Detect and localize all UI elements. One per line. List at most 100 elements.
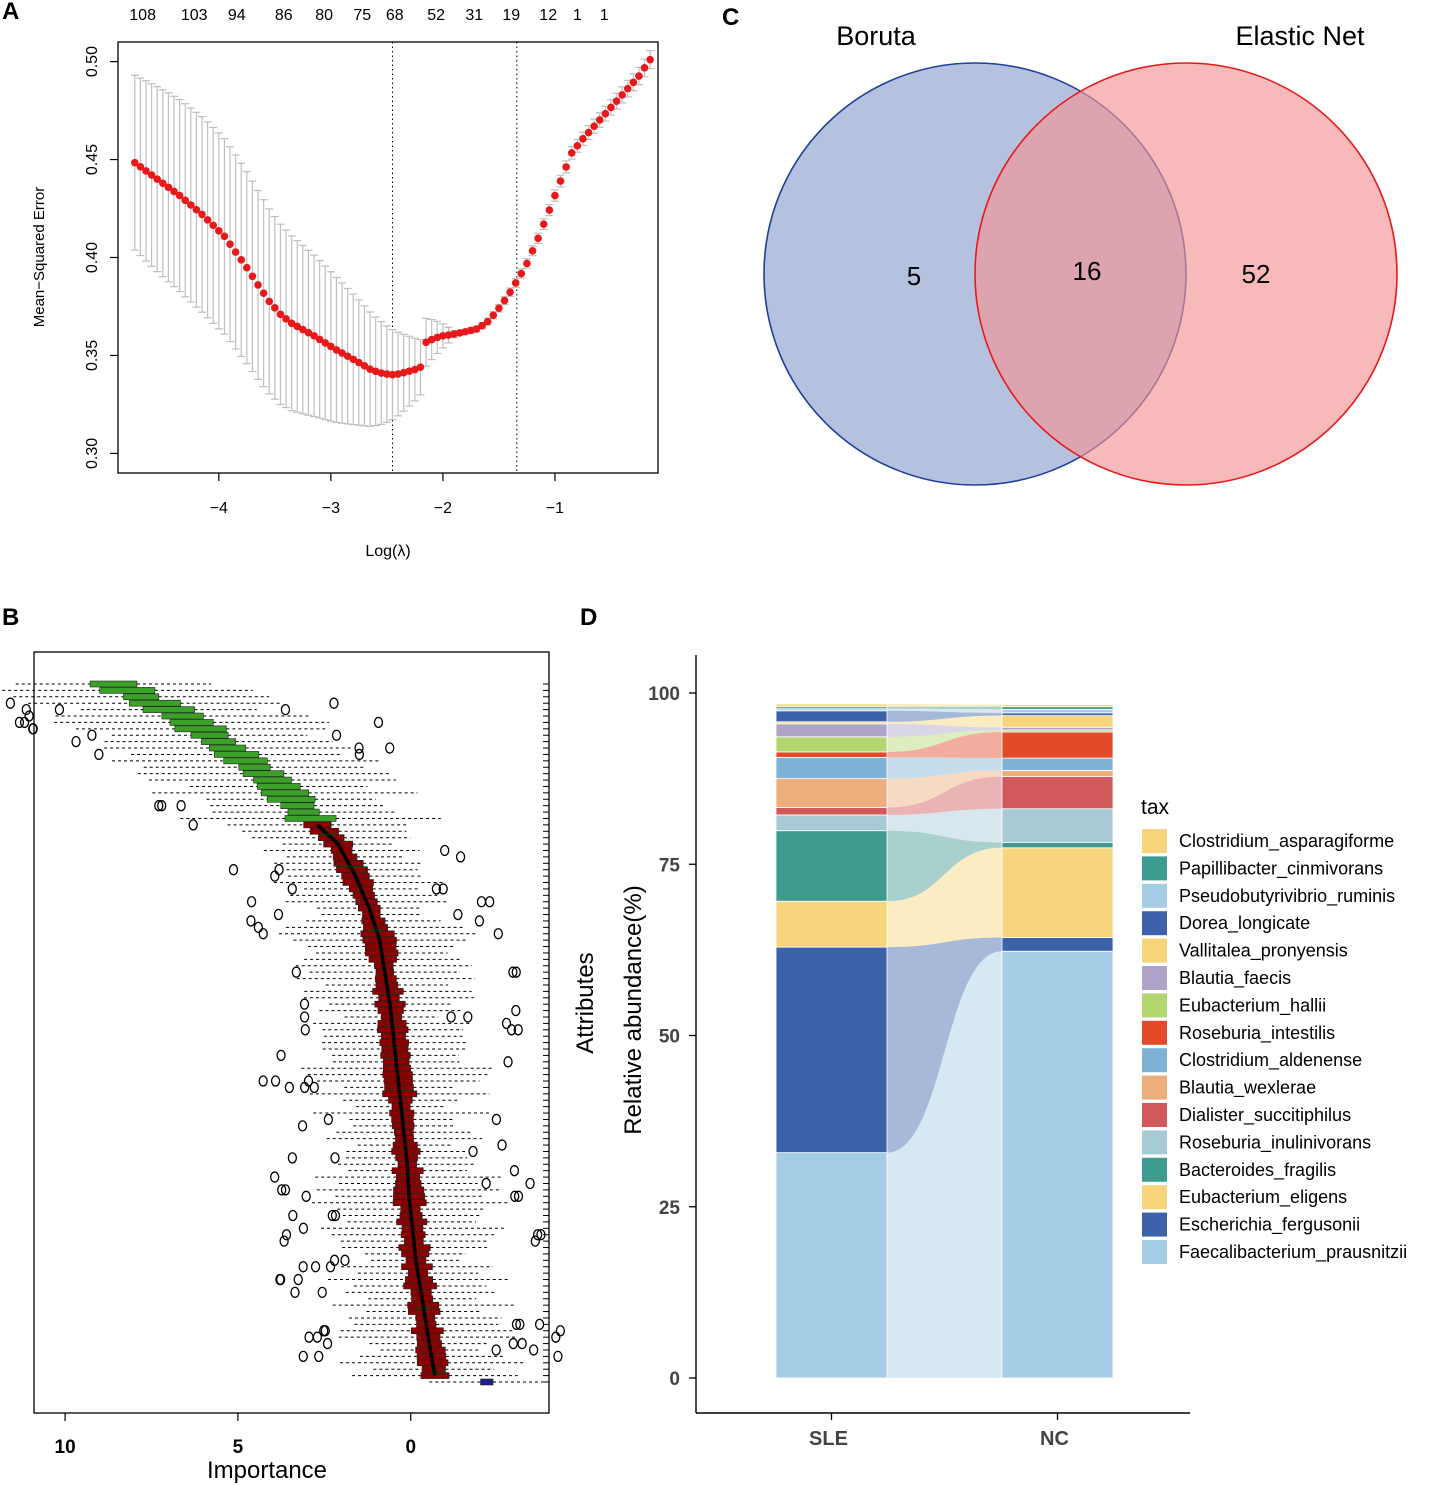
mse-point-a [612, 97, 621, 105]
error-bars-a [130, 50, 655, 427]
bar-segment-sle [775, 703, 888, 708]
outlier-b [329, 697, 339, 709]
outlier-b [453, 908, 463, 921]
plot-frame-b [33, 651, 550, 1414]
outlier-b [300, 1024, 310, 1036]
outlier-b [323, 1113, 333, 1126]
outlier-b [463, 1011, 473, 1023]
x-tick-label-d: SLE [809, 1428, 848, 1450]
flow-d [887, 776, 1002, 815]
outlier-b [284, 1081, 294, 1094]
y-tick-label-d: 100 [648, 684, 680, 705]
y-tick-label-d: 25 [659, 1198, 681, 1219]
mse-point-a [209, 221, 218, 230]
mse-point-a [483, 317, 492, 326]
box-b [242, 770, 285, 777]
outlier-b [21, 703, 31, 716]
mse-point-a [523, 259, 531, 268]
outlier-b [188, 819, 198, 831]
mse-point-a [629, 78, 638, 87]
mse-point-a [287, 319, 296, 328]
outlier-b [154, 800, 164, 812]
outlier-b [511, 966, 521, 978]
outlier-b [354, 748, 365, 761]
outlier-b [270, 870, 280, 882]
outlier-b [327, 1209, 337, 1222]
legend-swatch-d [1142, 966, 1167, 990]
mse-point-a [388, 370, 397, 379]
box-b [260, 789, 309, 797]
mse-point-a [567, 149, 576, 157]
mse-point-a [159, 179, 167, 188]
bar-segment-nc [1001, 704, 1114, 708]
legend-swatch-d [1142, 938, 1167, 963]
bar-segment-sle [775, 723, 888, 738]
mse-point-a [153, 175, 162, 183]
outlier-b [258, 1075, 268, 1087]
outlier-b [288, 1209, 298, 1222]
outlier-b [354, 742, 364, 754]
outlier-b [555, 1325, 566, 1337]
outlier-b [468, 1145, 478, 1158]
flow-d [887, 757, 1002, 779]
legend-label-d: Roseburia_intestilis [1179, 1023, 1335, 1044]
panel-label-a: A [2, 0, 20, 25]
mse-point-a [562, 163, 570, 171]
outlier-b [508, 966, 518, 978]
attribute-ticks-b [543, 683, 549, 1383]
bar-segment-nc [1001, 808, 1114, 843]
mse-point-a [584, 128, 593, 137]
y-tick-label-d: 50 [659, 1027, 680, 1048]
legend-label-d: Clostridium_aldenense [1179, 1050, 1362, 1071]
mse-point-a [198, 210, 206, 219]
outlier-b [373, 716, 384, 729]
bar-segment-sle [775, 756, 888, 780]
outlier-b [491, 1344, 501, 1356]
flow-d [887, 830, 1002, 902]
box-b [209, 744, 247, 752]
legend-swatch-d [1142, 883, 1167, 908]
outlier-b [330, 1152, 340, 1164]
outlier-b [258, 928, 268, 940]
mse-point-a [327, 342, 335, 351]
outlier-b [474, 915, 485, 927]
outlier-b [298, 1261, 308, 1273]
legend-swatch-d [1142, 993, 1167, 1018]
box-b [169, 719, 214, 726]
bar-segment-sle [775, 830, 888, 902]
bar-segment-nc [1001, 776, 1114, 810]
box-b [256, 783, 301, 790]
mse-point-a [635, 72, 643, 80]
top-axis-label-a: 108 [129, 7, 156, 24]
legend-title-d: tax [1141, 796, 1170, 819]
bar-segment-sle [775, 806, 888, 816]
box-b [201, 738, 237, 745]
outlier-b [24, 710, 34, 722]
legend-label-d: Pseudobutyrivibrio_ruminis [1179, 886, 1395, 907]
bar-segment-nc [1001, 937, 1114, 952]
bar-segment-sle [775, 946, 888, 1154]
mse-point-a [259, 289, 268, 297]
x-tick-label-b: 0 [405, 1437, 416, 1458]
bar-segment-nc [1001, 950, 1114, 1379]
box-b [280, 802, 315, 809]
top-axis-label-a: 31 [465, 7, 483, 24]
outlier-b [493, 928, 503, 940]
legend-swatch-d [1142, 1048, 1167, 1073]
outlier-b [5, 697, 16, 709]
outlier-b [506, 1024, 517, 1036]
mse-point-a [254, 281, 262, 289]
legend-swatch-d [1142, 1185, 1167, 1210]
mse-point-a [416, 363, 425, 372]
mse-point-a [338, 349, 346, 357]
legend-swatch-d [1142, 1212, 1167, 1237]
mse-point-a [439, 332, 447, 340]
legend-swatch-d [1142, 1157, 1167, 1182]
venn-circle-elastic-net [974, 62, 1398, 486]
outlier-b [176, 800, 186, 812]
bar-segment-nc [1001, 726, 1114, 731]
box-b [161, 712, 204, 720]
mse-point-a [231, 248, 240, 256]
outlier-b [515, 1318, 525, 1331]
